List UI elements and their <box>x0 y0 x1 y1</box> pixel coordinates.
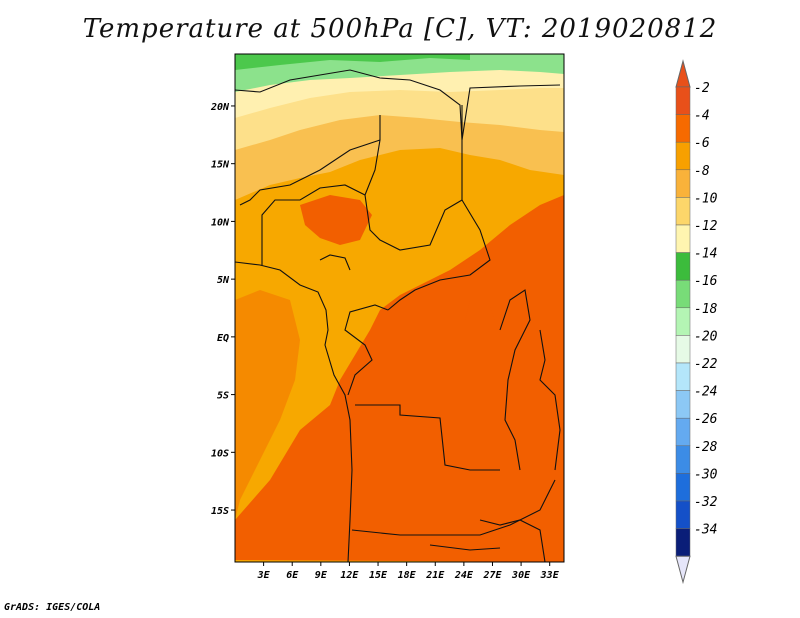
lat-tick-label: 15N <box>211 160 230 171</box>
colorbar-swatch <box>675 473 691 502</box>
colorbar-swatch <box>675 445 691 474</box>
colorbar-label: -16 <box>694 274 718 289</box>
colorbar-swatch <box>675 307 691 336</box>
map-frame <box>234 53 565 563</box>
lon-tick-label: 30E <box>511 570 531 581</box>
field-green-dark-band <box>235 54 470 70</box>
colorbar-label: -8 <box>694 164 710 179</box>
colorbar-swatch <box>675 279 691 309</box>
lon-tick-label: 6E <box>286 570 299 581</box>
lat-tick-label: 5S <box>217 391 229 402</box>
colorbar-swatch <box>675 390 691 419</box>
lon-tick-label: 3E <box>257 570 271 581</box>
map-borders <box>235 69 561 562</box>
colorbar-label: -24 <box>694 385 717 400</box>
field-green-band <box>235 54 564 92</box>
lat-tick-label: 5N <box>217 275 230 286</box>
temperature-field <box>235 54 564 562</box>
grads-credit: GrADS: IGES/COLA <box>4 602 101 613</box>
colorbar-label: -6 <box>694 136 710 151</box>
colorbar-swatch <box>675 86 691 115</box>
colorbar-swatch <box>675 141 691 171</box>
chart-title: Temperature at 500hPa [C], VT: 201902081… <box>82 14 718 44</box>
colorbar-label: -10 <box>694 191 718 206</box>
colorbar-label: -34 <box>694 523 717 538</box>
lat-tick-label: 20N <box>210 102 230 113</box>
colorbar-label: -32 <box>694 495 718 510</box>
colorbar-swatch <box>675 197 691 226</box>
colorbar-swatch <box>675 252 691 281</box>
lat-tick-label: 10S <box>211 448 229 459</box>
colorbar-swatch <box>675 224 691 253</box>
colorbar-label: -12 <box>694 219 718 234</box>
lon-tick-label: 21E <box>425 570 445 581</box>
colorbar-swatch <box>675 114 691 143</box>
colorbar-label: -22 <box>694 357 718 372</box>
colorbar-swatch <box>675 500 691 529</box>
colorbar-label: -20 <box>694 329 718 344</box>
field-southwest-mid <box>235 290 300 520</box>
longitude-axis: 3E 6E 9E 12E 15E 18E 21E 24E 27E 30E 33E <box>257 562 560 581</box>
colorbar-label: -28 <box>694 440 718 455</box>
lon-tick-label: 18E <box>398 570 417 581</box>
lon-tick-label: 33E <box>540 570 560 581</box>
field-warm-patch-central <box>465 300 495 330</box>
colorbar-swatch <box>675 417 691 447</box>
lon-tick-label: 9E <box>315 570 328 581</box>
colorbar-top-triangle <box>675 59 691 88</box>
lat-tick-label: EQ <box>217 333 229 344</box>
colorbar-label: -14 <box>694 247 717 262</box>
colorbar-label: -26 <box>694 412 718 427</box>
lat-tick-label: 10N <box>211 217 230 228</box>
field-warm-region-north <box>300 195 372 245</box>
colorbar-bottom-triangle <box>675 555 691 585</box>
colorbar-label: -2 <box>694 81 710 96</box>
colorbar-label: -18 <box>694 302 718 317</box>
lon-tick-label: 15E <box>369 570 388 581</box>
colorbar-swatch <box>675 528 691 557</box>
colorbar: -2 -4 -6 -8 -10 -12 -14 -16 -18 -20 -22 -24 -26 -28 -3… <box>675 59 718 585</box>
colorbar-swatch <box>675 335 691 364</box>
lon-tick-label: 12E <box>340 570 359 581</box>
colorbar-label: -4 <box>694 109 710 124</box>
lat-tick-label: 15S <box>211 506 229 517</box>
colorbar-swatch <box>675 169 691 198</box>
latitude-axis: 20N 15N 10N 5N EQ 5S 10S 15S <box>210 102 235 517</box>
lon-tick-label: 24E <box>454 570 474 581</box>
colorbar-label: -30 <box>694 467 718 482</box>
colorbar-swatch <box>675 362 691 391</box>
lon-tick-label: 27E <box>482 570 502 581</box>
